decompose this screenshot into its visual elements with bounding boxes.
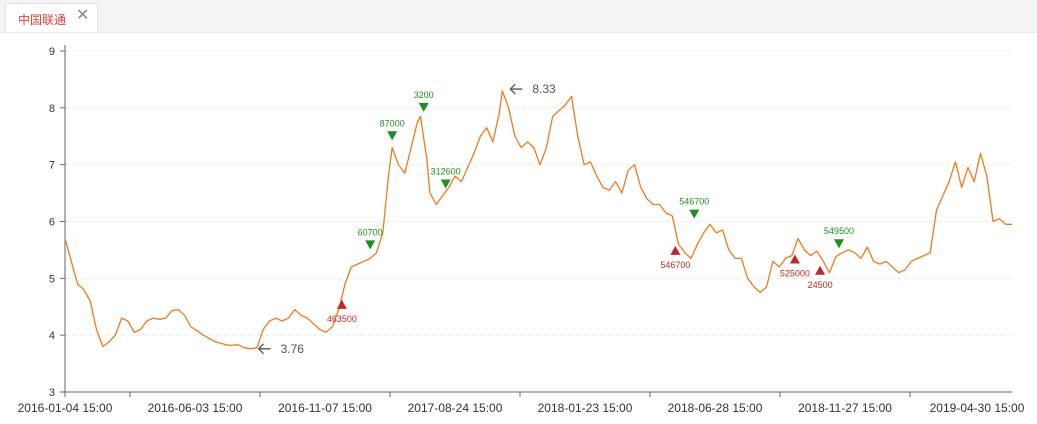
y-tick-label: 7	[49, 160, 55, 172]
buy-marker	[387, 131, 398, 141]
x-tick-label: 2016-11-07 15:00	[278, 401, 372, 415]
sell-marker	[789, 254, 800, 264]
tab-label: 中国联通	[18, 13, 67, 27]
y-tick-label: 8	[49, 103, 55, 115]
annotation-arrow	[509, 83, 523, 95]
close-icon[interactable]: ✕	[76, 7, 90, 24]
tab-stock[interactable]: 中国联通 ✕	[5, 3, 98, 32]
sell-marker	[336, 299, 347, 309]
x-tick-label: 2018-11-27 15:00	[798, 401, 892, 415]
buy-marker	[833, 239, 844, 249]
y-tick-label: 3	[49, 387, 55, 399]
x-tick-label: 2017-08-24 15:00	[408, 401, 503, 415]
annotation-label: 8.33	[532, 82, 556, 96]
tab-bar: 中国联通 ✕	[0, 0, 1037, 33]
x-tick-label: 2016-06-03 15:00	[148, 401, 243, 415]
buy-marker-label: 312600	[431, 167, 461, 177]
sell-marker-label: 525000	[780, 268, 810, 278]
buy-marker-label: 549500	[824, 226, 854, 236]
buy-marker-label: 87000	[380, 118, 405, 128]
buy-marker	[440, 179, 451, 189]
y-tick-label: 9	[49, 46, 55, 58]
sell-marker-label: 24500	[808, 280, 833, 290]
x-tick-label: 2016-01-04 15:00	[18, 401, 113, 415]
x-tick-label: 2019-04-30 15:00	[930, 401, 1025, 415]
buy-marker-label: 546700	[679, 197, 709, 207]
buy-marker	[418, 102, 429, 112]
x-tick-label: 2018-01-23 15:00	[538, 401, 633, 415]
buy-marker-label: 3200	[414, 90, 434, 100]
annotation-arrow	[257, 343, 271, 355]
y-tick-label: 5	[49, 273, 55, 285]
buy-marker	[365, 240, 376, 250]
y-tick-label: 6	[49, 217, 55, 229]
sell-marker	[670, 245, 681, 255]
sell-marker-label: 546700	[660, 260, 690, 270]
price-line	[64, 90, 1012, 350]
buy-marker-label: 60700	[358, 227, 383, 237]
y-tick-label: 4	[49, 330, 55, 342]
sell-marker-label: 463500	[327, 314, 357, 324]
buy-marker	[689, 209, 700, 219]
sell-marker	[815, 265, 826, 275]
annotation-label: 3.76	[281, 342, 305, 356]
x-tick-label: 2018-06-28 15:00	[668, 401, 763, 415]
